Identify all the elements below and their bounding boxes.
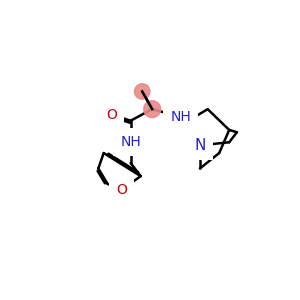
Text: N: N: [194, 138, 206, 153]
Text: NH: NH: [120, 135, 141, 149]
Text: O: O: [106, 107, 117, 122]
Circle shape: [134, 84, 150, 99]
Text: NH: NH: [170, 110, 191, 124]
Text: O: O: [116, 183, 127, 197]
Circle shape: [144, 101, 161, 118]
